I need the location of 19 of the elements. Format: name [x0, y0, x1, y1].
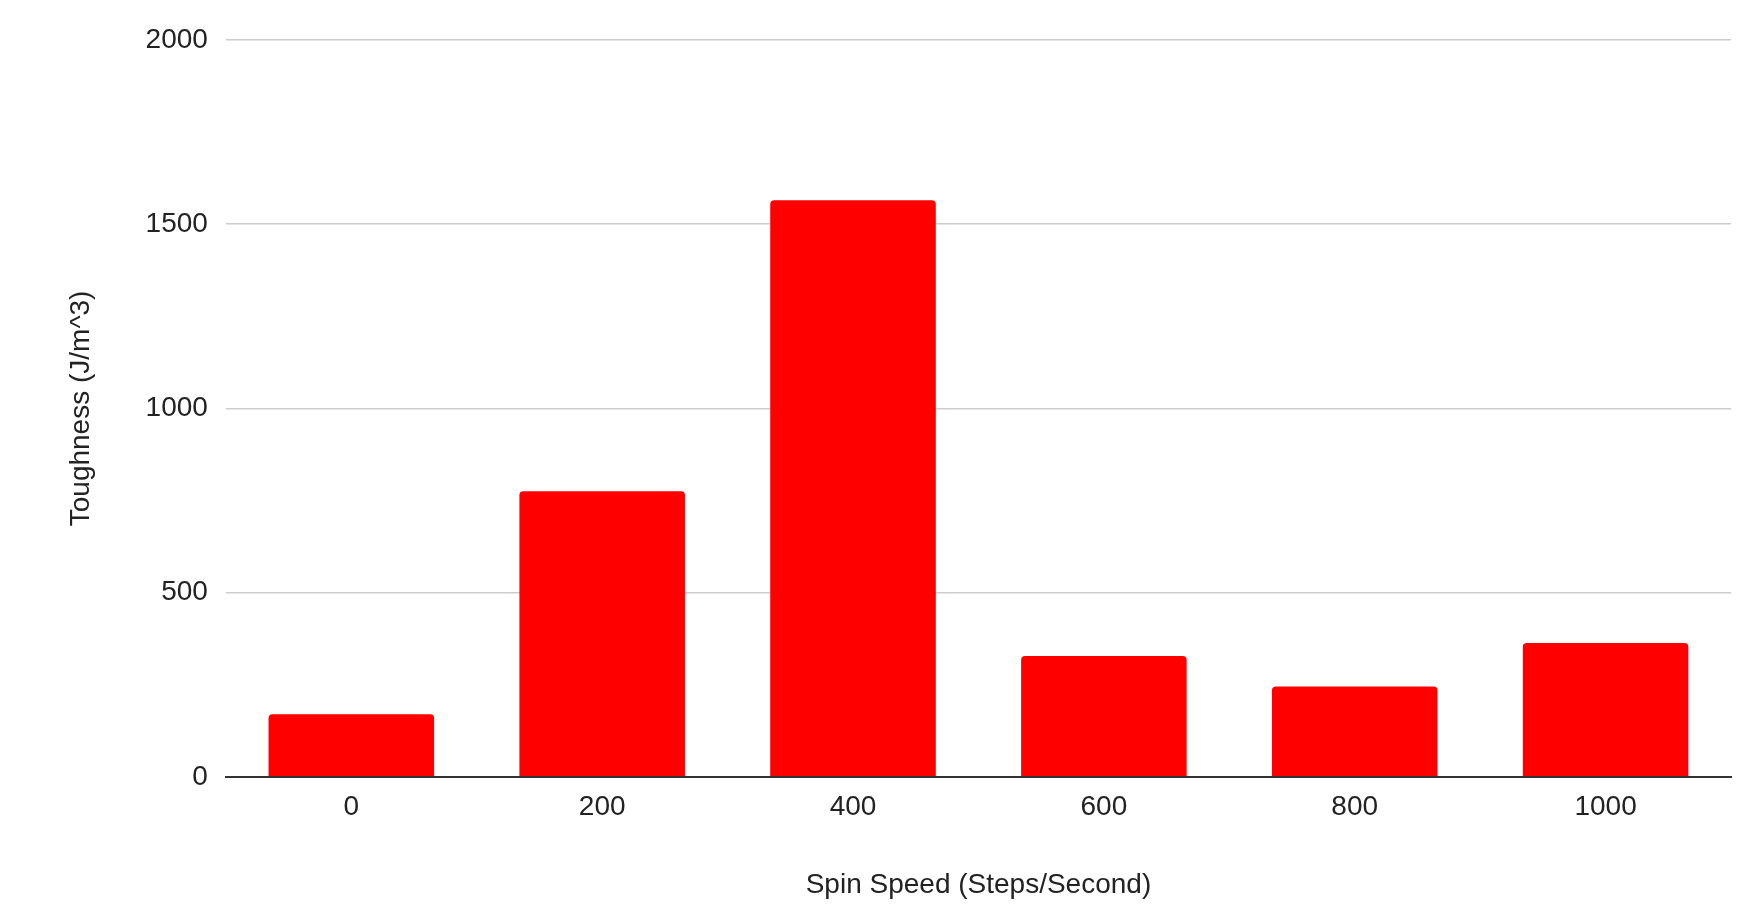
y-tick-label: 1500 [145, 206, 208, 238]
bar [268, 714, 435, 777]
x-tick-label: 800 [1331, 790, 1379, 822]
x-tick-label: 200 [578, 790, 626, 822]
bar [519, 491, 685, 777]
bar [770, 200, 936, 777]
y-axis-title: Toughness (J/m^3) [63, 290, 95, 527]
x-tick-label: 400 [829, 790, 877, 822]
x-tick-label: 600 [1080, 790, 1128, 822]
bar [1522, 643, 1689, 777]
y-tick-label: 500 [161, 575, 208, 607]
x-axis-title: Spin Speed (Steps/Second) [805, 867, 1152, 899]
bar [1271, 686, 1438, 777]
y-tick-label: 2000 [145, 22, 208, 54]
y-tick-label: 1000 [145, 391, 208, 423]
x-tick-label: 0 [343, 790, 360, 822]
y-tick-label: 0 [192, 759, 208, 791]
x-tick-label: 1000 [1574, 790, 1637, 822]
bar [1021, 655, 1187, 777]
